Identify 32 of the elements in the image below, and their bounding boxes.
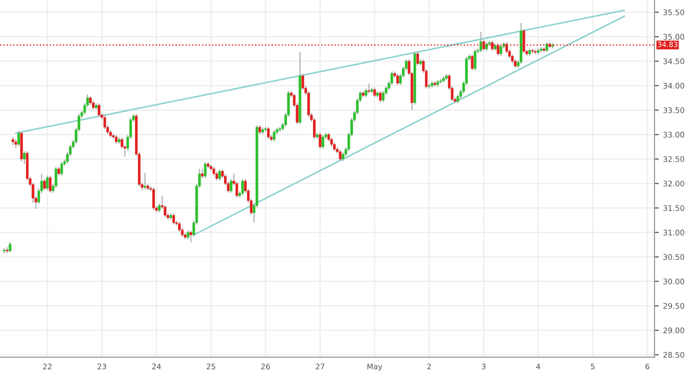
candlestick <box>98 102 100 118</box>
candlestick <box>396 73 399 86</box>
candlestick <box>144 172 146 190</box>
candlestick <box>500 44 502 56</box>
candlestick <box>46 175 49 191</box>
candlestick <box>379 90 382 103</box>
candlestick <box>470 54 474 72</box>
candlestick <box>267 126 270 140</box>
candlestick <box>60 161 64 176</box>
candlestick <box>302 73 304 91</box>
candlestick <box>368 83 370 94</box>
candlestick <box>474 48 476 72</box>
candlestick <box>152 186 155 210</box>
candlestick <box>322 134 324 150</box>
candlestick <box>172 212 175 226</box>
candlestick <box>338 149 342 162</box>
candlestick <box>313 117 316 140</box>
candlestick <box>373 87 376 98</box>
candlestick <box>241 178 244 196</box>
candlestick <box>48 175 52 194</box>
candlestick <box>218 168 221 182</box>
candlestick <box>480 31 482 53</box>
candlestick <box>382 90 385 103</box>
candlestick <box>43 178 46 191</box>
candlestick <box>307 90 310 118</box>
candlestick <box>272 130 276 142</box>
candlestick <box>8 242 12 253</box>
candlestick <box>17 130 20 147</box>
candlestick <box>204 161 207 179</box>
candlestick <box>390 70 394 86</box>
candlestick <box>318 132 322 150</box>
candlestick <box>103 114 106 130</box>
